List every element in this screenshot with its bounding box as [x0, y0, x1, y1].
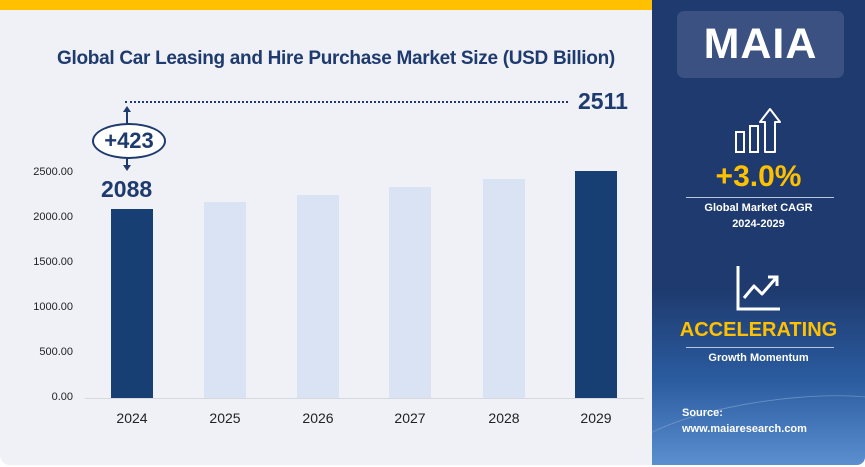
bar-chart-arrow-up-icon [735, 108, 781, 153]
x-tick: 2026 [302, 410, 334, 426]
momentum-value: ACCELERATING [679, 319, 838, 341]
source-url: www.maiaresearch.com [682, 423, 807, 435]
x-axis-line [85, 398, 644, 399]
cagr-label: Global Market CAGR [704, 202, 813, 214]
divider [686, 197, 834, 198]
cagr-period: 2024-2029 [732, 218, 785, 230]
chart-title: Global Car Leasing and Hire Purchase Mar… [57, 48, 615, 69]
bar-2028 [483, 179, 525, 398]
bar-2024 [111, 209, 153, 398]
cagr-value: +3.0% [715, 160, 802, 193]
bar-2029 [575, 171, 617, 398]
y-tick: 1000.00 [33, 301, 73, 313]
source-label: Source: [682, 407, 723, 419]
bar-2026 [297, 195, 339, 398]
brand-logo: MAIA [677, 11, 844, 78]
delta-connector-bottom [126, 157, 128, 166]
delta-connector-top [126, 108, 128, 124]
accent-top-bar [0, 0, 652, 10]
info-sidebar: MAIA +3.0% Global Market CAGR 2024-2029 … [652, 0, 865, 465]
arrow-down-icon [123, 165, 131, 171]
momentum-label: Growth Momentum [708, 352, 809, 364]
chart-panel: Global Car Leasing and Hire Purchase Mar… [0, 0, 652, 465]
divider [686, 347, 834, 348]
x-tick: 2025 [209, 410, 241, 426]
y-tick: 2000.00 [33, 211, 73, 223]
y-tick: 0.00 [51, 391, 73, 403]
x-tick: 2029 [580, 410, 612, 426]
target-dotted-line [125, 101, 568, 103]
end-value-label: 2511 [578, 88, 628, 114]
bar-2025 [204, 202, 246, 398]
x-tick: 2024 [116, 410, 148, 426]
bar-2027 [389, 187, 431, 398]
y-tick: 1500.00 [33, 256, 73, 268]
delta-badge: +423 [92, 123, 166, 159]
x-tick: 2028 [488, 410, 520, 426]
arrow-up-icon [123, 106, 131, 112]
start-value-label: 2088 [101, 176, 153, 202]
x-tick: 2027 [394, 410, 426, 426]
y-tick: 500.00 [39, 346, 73, 358]
line-chart-trend-up-icon [736, 266, 780, 311]
y-tick: 2500.00 [33, 166, 73, 178]
